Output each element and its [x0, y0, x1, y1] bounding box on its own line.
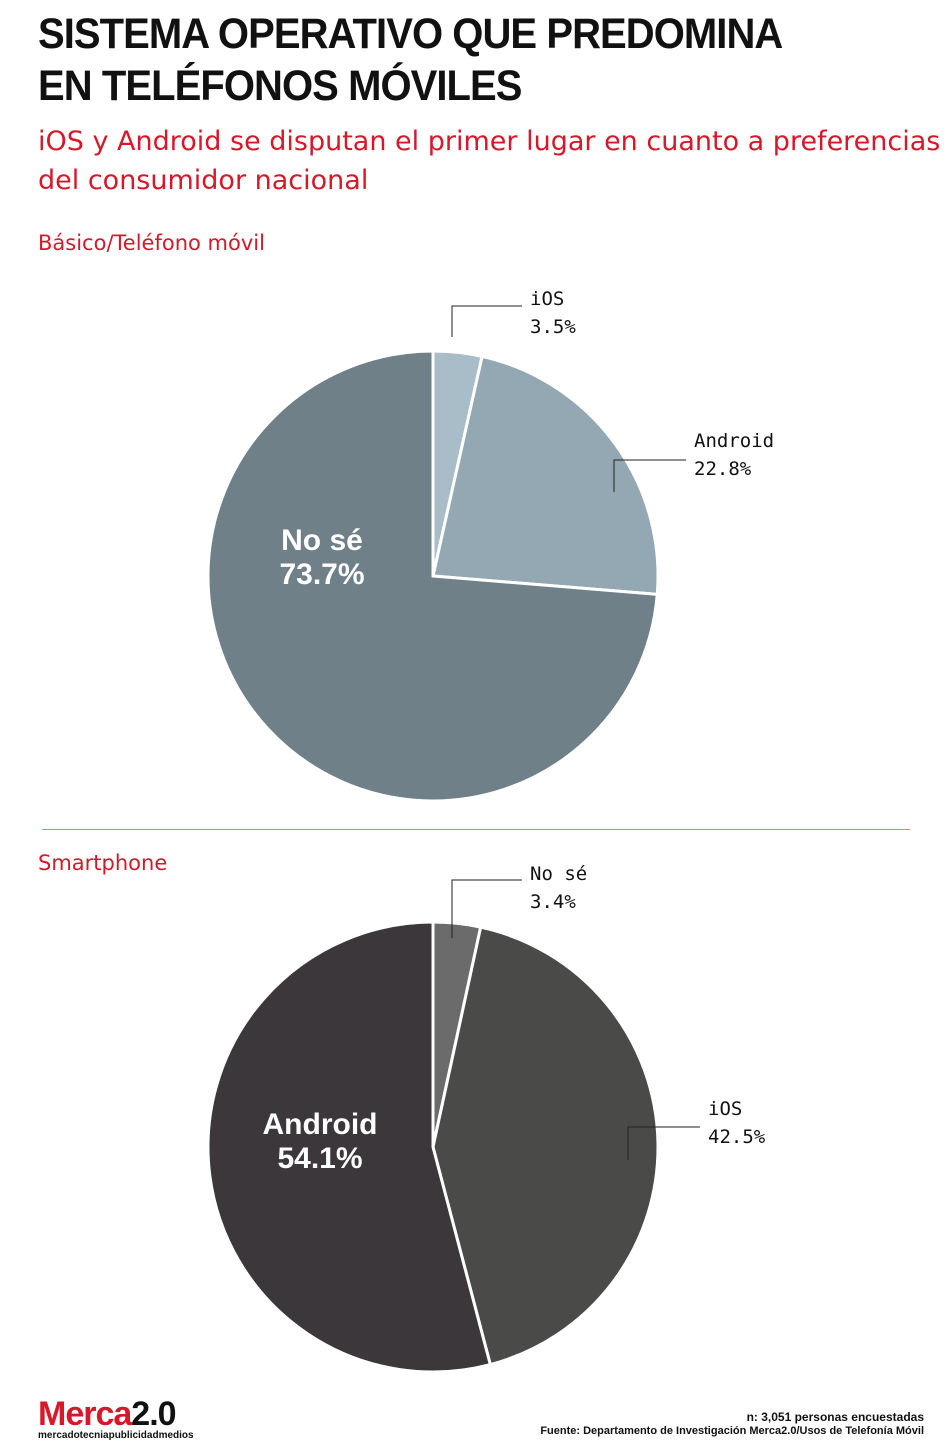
pie-2-title: Smartphone — [38, 851, 168, 875]
slice-label-ios: iOS — [708, 1098, 742, 1120]
title-line-1: SISTEMA OPERATIVO QUE PREDOMINA — [38, 10, 783, 58]
slice-label-no-se: No sé — [530, 863, 587, 885]
sample-note: n: 3,051 personas encuestadas — [746, 1410, 924, 1424]
callout-line-ios — [627, 1126, 700, 1160]
callout-line-android — [613, 459, 686, 492]
chart-subtitle: iOS y Android se disputan el primer luga… — [38, 126, 941, 196]
source-note: Fuente: Departamento de Investigación Me… — [540, 1425, 924, 1437]
slice-value-no-se: 3.4% — [530, 891, 576, 913]
slice-value-android: 54.1% — [277, 1142, 362, 1175]
slice-value-ios: 3.5% — [530, 316, 576, 338]
title-line-2: EN TELÉFONOS MÓVILES — [38, 62, 522, 110]
merca-logo: Merca2.0 mercadotecniapublicidadmedios — [38, 1396, 194, 1441]
slice-value-android: 22.8% — [694, 458, 752, 480]
slice-label-no-se: No sé — [281, 524, 363, 557]
section-divider — [42, 829, 910, 830]
slice-label-android: Android — [694, 430, 774, 452]
pie-slice-no-se — [206, 349, 659, 803]
pie-1-title: Básico/Teléfono móvil — [38, 231, 265, 255]
chart-title: SISTEMA OPERATIVO QUE PREDOMINA EN TELÉF… — [38, 8, 783, 112]
pie-slice-ios — [431, 925, 660, 1367]
pie-slice-android — [431, 354, 660, 596]
callout-line-no-se — [451, 879, 522, 938]
logo-version: 2.0 — [131, 1395, 176, 1433]
callout-line-ios — [451, 305, 522, 337]
slice-value-ios: 42.5% — [708, 1126, 766, 1148]
slice-value-no-se: 73.7% — [279, 558, 364, 591]
logo-brand: Merca — [38, 1395, 132, 1433]
pie-slice-android — [206, 920, 493, 1374]
slice-label-ios: iOS — [530, 288, 564, 310]
logo-tagline: mercadotecniapublicidadmedios — [38, 1430, 194, 1441]
slice-label-android: Android — [263, 1108, 378, 1141]
